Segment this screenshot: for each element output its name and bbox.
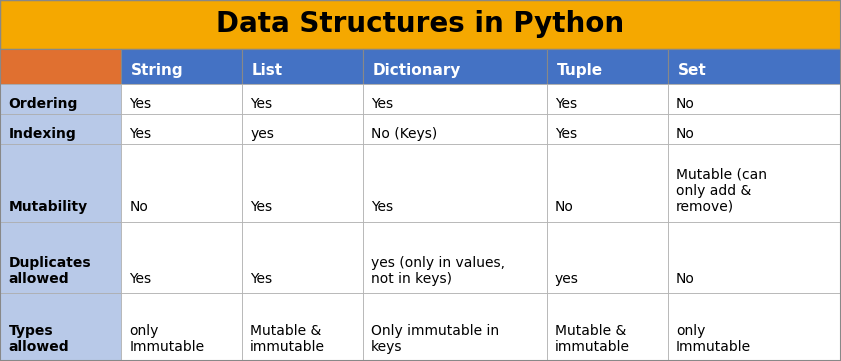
Text: Yes: Yes xyxy=(130,127,151,141)
Text: Yes: Yes xyxy=(251,272,272,286)
FancyBboxPatch shape xyxy=(668,144,841,222)
FancyBboxPatch shape xyxy=(121,144,242,222)
Text: Yes: Yes xyxy=(555,127,577,141)
FancyBboxPatch shape xyxy=(547,84,668,114)
FancyBboxPatch shape xyxy=(547,222,668,293)
FancyBboxPatch shape xyxy=(362,84,547,114)
FancyBboxPatch shape xyxy=(242,114,362,144)
Text: yes: yes xyxy=(555,272,579,286)
FancyBboxPatch shape xyxy=(0,114,121,144)
Text: Set: Set xyxy=(678,63,706,78)
FancyBboxPatch shape xyxy=(121,84,242,114)
Text: Dictionary: Dictionary xyxy=(373,63,461,78)
Text: No: No xyxy=(676,272,695,286)
Text: Mutable (can
only add &
remove): Mutable (can only add & remove) xyxy=(676,168,767,214)
FancyBboxPatch shape xyxy=(121,293,242,361)
FancyBboxPatch shape xyxy=(668,84,841,114)
Text: Mutable &
immutable: Mutable & immutable xyxy=(251,324,325,354)
FancyBboxPatch shape xyxy=(547,144,668,222)
Text: Indexing: Indexing xyxy=(8,127,77,141)
Text: Yes: Yes xyxy=(371,200,394,214)
FancyBboxPatch shape xyxy=(547,114,668,144)
Text: Yes: Yes xyxy=(130,97,151,111)
Text: Yes: Yes xyxy=(130,272,151,286)
Text: Yes: Yes xyxy=(555,97,577,111)
FancyBboxPatch shape xyxy=(362,114,547,144)
FancyBboxPatch shape xyxy=(362,293,547,361)
Text: yes (only in values,
not in keys): yes (only in values, not in keys) xyxy=(371,256,505,286)
Text: Data Structures in Python: Data Structures in Python xyxy=(216,10,625,38)
FancyBboxPatch shape xyxy=(242,222,362,293)
Text: Ordering: Ordering xyxy=(8,97,77,111)
Text: Mutable &
immutable: Mutable & immutable xyxy=(555,324,630,354)
Text: Yes: Yes xyxy=(251,200,272,214)
FancyBboxPatch shape xyxy=(0,144,121,222)
Text: No (Keys): No (Keys) xyxy=(371,127,437,141)
FancyBboxPatch shape xyxy=(362,222,547,293)
Text: No: No xyxy=(676,97,695,111)
Text: No: No xyxy=(676,127,695,141)
Text: Types
allowed: Types allowed xyxy=(8,324,69,354)
FancyBboxPatch shape xyxy=(547,49,668,84)
FancyBboxPatch shape xyxy=(362,49,547,84)
Text: Yes: Yes xyxy=(371,97,394,111)
FancyBboxPatch shape xyxy=(242,84,362,114)
Text: String: String xyxy=(131,63,183,78)
Text: Only immutable in
keys: Only immutable in keys xyxy=(371,324,500,354)
Text: No: No xyxy=(555,200,574,214)
Text: Mutability: Mutability xyxy=(8,200,87,214)
FancyBboxPatch shape xyxy=(0,0,841,49)
Text: only
Immutable: only Immutable xyxy=(130,324,204,354)
Text: Duplicates
allowed: Duplicates allowed xyxy=(8,256,91,286)
FancyBboxPatch shape xyxy=(0,49,121,84)
Text: List: List xyxy=(251,63,283,78)
FancyBboxPatch shape xyxy=(242,293,362,361)
FancyBboxPatch shape xyxy=(362,144,547,222)
FancyBboxPatch shape xyxy=(0,84,121,114)
Text: only
Immutable: only Immutable xyxy=(676,324,751,354)
FancyBboxPatch shape xyxy=(242,49,362,84)
FancyBboxPatch shape xyxy=(121,49,242,84)
FancyBboxPatch shape xyxy=(242,144,362,222)
FancyBboxPatch shape xyxy=(668,49,841,84)
Text: Yes: Yes xyxy=(251,97,272,111)
Text: No: No xyxy=(130,200,148,214)
FancyBboxPatch shape xyxy=(668,114,841,144)
Text: Tuple: Tuple xyxy=(557,63,603,78)
FancyBboxPatch shape xyxy=(668,293,841,361)
FancyBboxPatch shape xyxy=(0,293,121,361)
FancyBboxPatch shape xyxy=(668,222,841,293)
FancyBboxPatch shape xyxy=(121,114,242,144)
FancyBboxPatch shape xyxy=(547,293,668,361)
FancyBboxPatch shape xyxy=(0,222,121,293)
Text: yes: yes xyxy=(251,127,274,141)
FancyBboxPatch shape xyxy=(121,222,242,293)
